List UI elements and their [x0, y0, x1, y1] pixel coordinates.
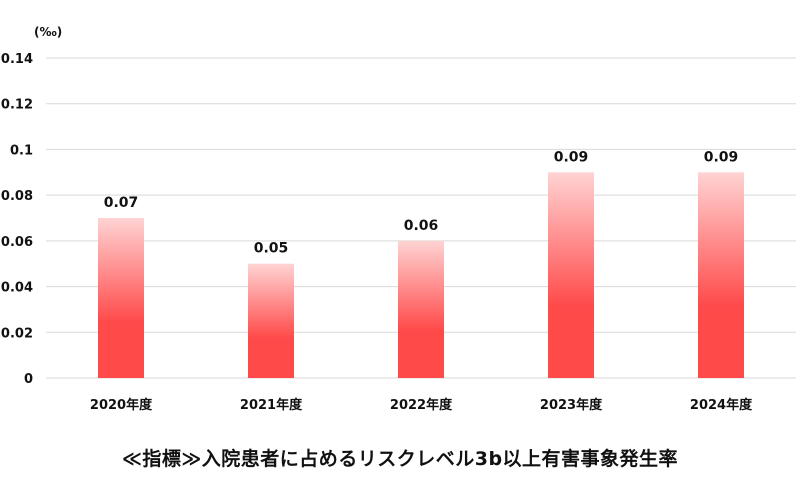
data-label: 0.05: [254, 241, 289, 257]
data-label: 0.06: [404, 218, 439, 234]
data-label: 0.09: [704, 149, 739, 165]
y-tick-label: 0.06: [1, 235, 33, 250]
x-tick-label: 2020年度: [90, 397, 153, 413]
x-tick-label: 2024年度: [690, 397, 753, 413]
data-labels: 0.07 0.05 0.06 0.09 0.09: [104, 149, 739, 256]
y-tick-label: 0.1: [10, 143, 33, 158]
x-tick-label: 2022年度: [390, 397, 453, 413]
x-tick-label: 2023年度: [540, 397, 603, 413]
bar: [548, 172, 594, 378]
unit-label: (‰): [34, 25, 62, 39]
y-tick-label: 0.14: [1, 52, 33, 67]
bar: [248, 263, 294, 378]
bar: [398, 240, 444, 378]
y-tick-label: 0.08: [1, 189, 33, 204]
x-tick-label: 2021年度: [240, 397, 303, 413]
y-tick-label: 0.04: [1, 281, 33, 296]
data-label: 0.07: [104, 195, 139, 211]
y-axis-ticks: 0 0.02 0.04 0.06 0.08 0.1 0.12 0.14: [1, 52, 33, 387]
y-tick-label: 0.02: [1, 326, 33, 341]
bar: [698, 172, 744, 378]
x-axis-ticks: 2020年度 2021年度 2022年度 2023年度 2024年度: [90, 397, 753, 413]
bars: [98, 172, 744, 378]
y-tick-label: 0: [24, 372, 33, 387]
bar: [98, 218, 144, 378]
chart-title: ≪指標≫入院患者に占めるリスクレベル3b以上有害事象発生率: [121, 448, 679, 470]
data-label: 0.09: [554, 149, 589, 165]
y-tick-label: 0.12: [1, 98, 33, 113]
